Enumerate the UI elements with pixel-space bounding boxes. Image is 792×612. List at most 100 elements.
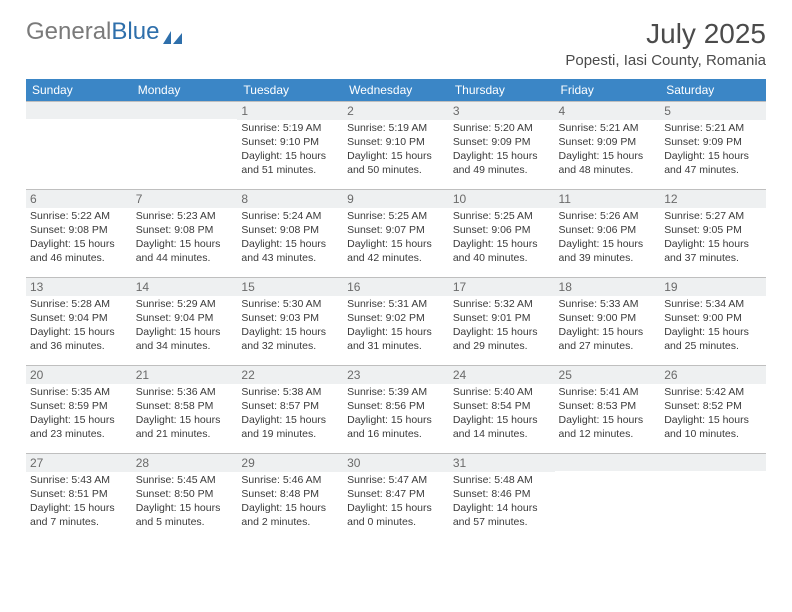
- content-line: Daylight: 15 hours: [453, 150, 551, 164]
- content-line: Sunset: 8:56 PM: [347, 400, 445, 414]
- day-cell: [555, 454, 661, 538]
- content-line: Sunrise: 5:27 AM: [664, 210, 762, 224]
- day-cell: 13Sunrise: 5:28 AMSunset: 9:04 PMDayligh…: [26, 278, 132, 366]
- day-cell: 27Sunrise: 5:43 AMSunset: 8:51 PMDayligh…: [26, 454, 132, 538]
- day-content: Sunrise: 5:32 AMSunset: 9:01 PMDaylight:…: [453, 298, 551, 353]
- date-number: 26: [660, 366, 766, 384]
- content-line: and 51 minutes.: [241, 164, 339, 178]
- day-cell: 21Sunrise: 5:36 AMSunset: 8:58 PMDayligh…: [132, 366, 238, 454]
- content-line: Daylight: 15 hours: [664, 414, 762, 428]
- content-line: and 27 minutes.: [559, 340, 657, 354]
- content-line: Daylight: 15 hours: [30, 414, 128, 428]
- day-cell: 11 Sunrise: 5:26 AMSunset: 9:06 PMDayligh…: [555, 190, 661, 278]
- content-line: Sunrise: 5:22 AM: [30, 210, 128, 224]
- content-line: Sunrise: 5:45 AM: [136, 474, 234, 488]
- content-line: and 29 minutes.: [453, 340, 551, 354]
- day-content: Sunrise: 5:48 AMSunset: 8:46 PMDaylight:…: [453, 474, 551, 529]
- date-number: 11: [555, 190, 661, 208]
- day-content: Sunrise: 5:39 AMSunset: 8:56 PMDaylight:…: [347, 386, 445, 441]
- day-cell: 10Sunrise: 5:25 AMSunset: 9:06 PMDayligh…: [449, 190, 555, 278]
- day-header-monday: Monday: [132, 79, 238, 102]
- content-line: Sunrise: 5:46 AM: [241, 474, 339, 488]
- date-number: 6: [26, 190, 132, 208]
- date-number: 16: [343, 278, 449, 296]
- day-cell: 22Sunrise: 5:38 AMSunset: 8:57 PMDayligh…: [237, 366, 343, 454]
- content-line: Sunset: 9:09 PM: [453, 136, 551, 150]
- content-line: Sunrise: 5:21 AM: [664, 122, 762, 136]
- content-line: and 21 minutes.: [136, 428, 234, 442]
- day-cell: 15Sunrise: 5:30 AMSunset: 9:03 PMDayligh…: [237, 278, 343, 366]
- content-line: Sunrise: 5:26 AM: [559, 210, 657, 224]
- content-line: Sunrise: 5:28 AM: [30, 298, 128, 312]
- content-line: Sunrise: 5:42 AM: [664, 386, 762, 400]
- content-line: Daylight: 15 hours: [30, 326, 128, 340]
- content-line: Sunset: 8:53 PM: [559, 400, 657, 414]
- content-line: Daylight: 15 hours: [136, 502, 234, 516]
- content-line: Sunrise: 5:24 AM: [241, 210, 339, 224]
- content-line: and 0 minutes.: [347, 516, 445, 530]
- day-cell: 9Sunrise: 5:25 AMSunset: 9:07 PMDaylight…: [343, 190, 449, 278]
- day-content: Sunrise: 5:24 AMSunset: 9:08 PMDaylight:…: [241, 210, 339, 265]
- day-content: Sunrise: 5:28 AMSunset: 9:04 PMDaylight:…: [30, 298, 128, 353]
- day-header-friday: Friday: [555, 79, 661, 102]
- day-content: Sunrise: 5:19 AMSunset: 9:10 PMDaylight:…: [241, 122, 339, 177]
- date-number: 9: [343, 190, 449, 208]
- content-line: Daylight: 15 hours: [559, 238, 657, 252]
- content-line: Daylight: 15 hours: [559, 326, 657, 340]
- content-line: Sunset: 9:09 PM: [664, 136, 762, 150]
- content-line: Sunrise: 5:47 AM: [347, 474, 445, 488]
- day-content: Sunrise: 5:26 AMSunset: 9:06 PMDaylight:…: [559, 210, 657, 265]
- day-content: Sunrise: 5:31 AMSunset: 9:02 PMDaylight:…: [347, 298, 445, 353]
- day-content: Sunrise: 5:46 AMSunset: 8:48 PMDaylight:…: [241, 474, 339, 529]
- day-header-sunday: Sunday: [26, 79, 132, 102]
- content-line: Daylight: 15 hours: [347, 502, 445, 516]
- content-line: Sunrise: 5:33 AM: [559, 298, 657, 312]
- content-line: Sunrise: 5:41 AM: [559, 386, 657, 400]
- content-line: Daylight: 15 hours: [30, 238, 128, 252]
- day-content: Sunrise: 5:30 AMSunset: 9:03 PMDaylight:…: [241, 298, 339, 353]
- content-line: Sunrise: 5:25 AM: [347, 210, 445, 224]
- content-line: and 25 minutes.: [664, 340, 762, 354]
- content-line: Sunrise: 5:43 AM: [30, 474, 128, 488]
- header: GeneralBlue July 2025 Popesti, Iasi Coun…: [0, 0, 792, 73]
- content-line: and 36 minutes.: [30, 340, 128, 354]
- date-number: 27: [26, 454, 132, 472]
- day-cell: 31Sunrise: 5:48 AMSunset: 8:46 PMDayligh…: [449, 454, 555, 538]
- content-line: Sunrise: 5:23 AM: [136, 210, 234, 224]
- day-cell: 1Sunrise: 5:19 AMSunset: 9:10 PMDaylight…: [237, 102, 343, 190]
- day-cell: 16 Sunrise: 5:31 AMSunset: 9:02 PMDayligh…: [343, 278, 449, 366]
- day-cell: 7Sunrise: 5:23 AMSunset: 9:08 PMDaylight…: [132, 190, 238, 278]
- day-content: Sunrise: 5:20 AMSunset: 9:09 PMDaylight:…: [453, 122, 551, 177]
- content-line: Sunset: 8:52 PM: [664, 400, 762, 414]
- content-line: and 32 minutes.: [241, 340, 339, 354]
- content-line: Sunset: 8:58 PM: [136, 400, 234, 414]
- title-block: July 2025 Popesti, Iasi County, Romania: [565, 18, 766, 69]
- content-line: and 5 minutes.: [136, 516, 234, 530]
- day-cell: 25 Sunrise: 5:41 AMSunset: 8:53 PMDayligh…: [555, 366, 661, 454]
- content-line: and 34 minutes.: [136, 340, 234, 354]
- day-content: Sunrise: 5:45 AMSunset: 8:50 PMDaylight:…: [136, 474, 234, 529]
- content-line: Daylight: 15 hours: [347, 238, 445, 252]
- content-line: Sunset: 9:04 PM: [136, 312, 234, 326]
- date-number: 25: [555, 366, 661, 384]
- content-line: Daylight: 15 hours: [559, 150, 657, 164]
- content-line: and 10 minutes.: [664, 428, 762, 442]
- content-line: Daylight: 15 hours: [241, 150, 339, 164]
- content-line: Daylight: 15 hours: [559, 414, 657, 428]
- day-content: Sunrise: 5:19 AMSunset: 9:10 PMDaylight:…: [347, 122, 445, 177]
- content-line: Sunset: 9:09 PM: [559, 136, 657, 150]
- date-number: 3: [449, 102, 555, 120]
- week-row: 1Sunrise: 5:19 AMSunset: 9:10 PMDaylight…: [26, 102, 766, 190]
- date-number: 21: [132, 366, 238, 384]
- content-line: Sunrise: 5:35 AM: [30, 386, 128, 400]
- content-line: and 37 minutes.: [664, 252, 762, 266]
- content-line: and 39 minutes.: [559, 252, 657, 266]
- day-content: Sunrise: 5:47 AMSunset: 8:47 PMDaylight:…: [347, 474, 445, 529]
- content-line: Daylight: 15 hours: [347, 414, 445, 428]
- content-line: Daylight: 15 hours: [347, 150, 445, 164]
- month-title: July 2025: [565, 18, 766, 50]
- content-line: Sunrise: 5:21 AM: [559, 122, 657, 136]
- day-content: Sunrise: 5:25 AMSunset: 9:06 PMDaylight:…: [453, 210, 551, 265]
- day-content: Sunrise: 5:33 AMSunset: 9:00 PMDaylight:…: [559, 298, 657, 353]
- date-number: 4: [555, 102, 661, 120]
